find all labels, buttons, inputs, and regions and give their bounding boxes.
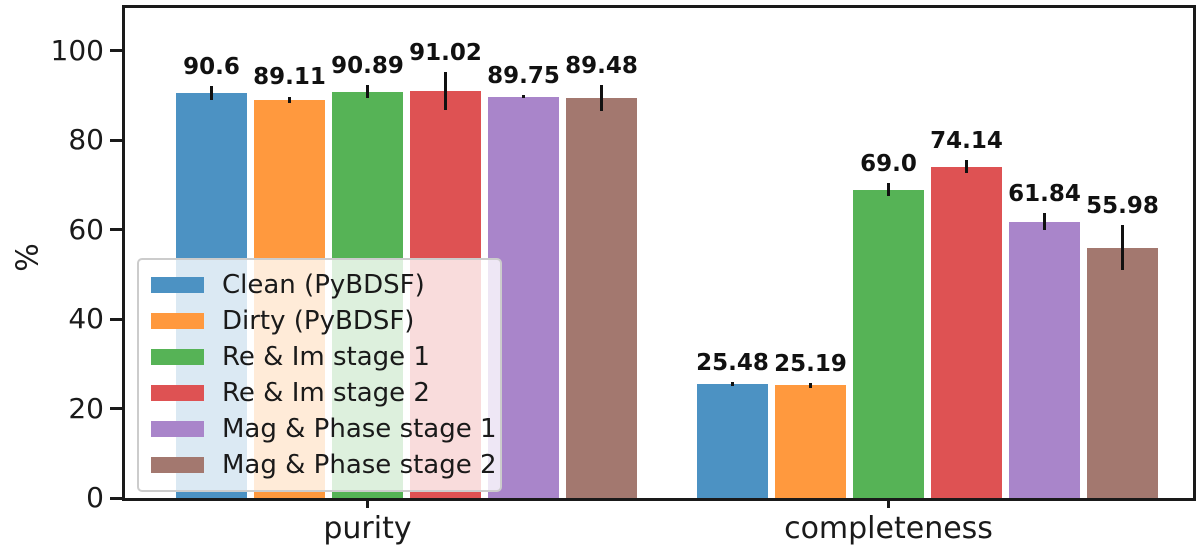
legend-swatch bbox=[151, 349, 204, 365]
legend-swatch bbox=[151, 277, 204, 293]
y-tick-label: 80 bbox=[68, 123, 104, 157]
error-bar bbox=[288, 96, 291, 103]
bar-completeness-1 bbox=[697, 384, 768, 498]
legend-item: Mag & Phase stage 2 bbox=[151, 447, 500, 483]
error-bar bbox=[965, 159, 968, 174]
legend: Clean (PyBDSF) Dirty (PyBDSF) Re & Im stag… bbox=[137, 258, 502, 492]
error-bar bbox=[600, 85, 603, 111]
y-tick bbox=[110, 317, 122, 321]
y-tick bbox=[110, 228, 122, 232]
legend-item: Re & Im stage 1 bbox=[151, 339, 500, 375]
y-tick-label: 20 bbox=[68, 391, 104, 425]
bar-value-label: 90.6 bbox=[183, 54, 240, 81]
legend-label: Re & Im stage 1 bbox=[222, 342, 430, 372]
y-tick bbox=[110, 496, 122, 500]
legend-label: Dirty (PyBDSF) bbox=[222, 306, 415, 336]
error-bar bbox=[1121, 225, 1124, 271]
bar-value-label: 91.02 bbox=[409, 40, 482, 67]
bar-value-label: 61.84 bbox=[1008, 181, 1081, 208]
bar-value-label: 89.75 bbox=[487, 63, 560, 90]
x-tick-label-completeness: completeness bbox=[784, 511, 993, 546]
bar-value-label: 25.19 bbox=[774, 351, 847, 378]
legend-swatch bbox=[151, 313, 204, 329]
legend-label: Mag & Phase stage 2 bbox=[222, 450, 497, 480]
legend-swatch bbox=[151, 457, 204, 473]
y-tick bbox=[110, 407, 122, 411]
error-bar bbox=[522, 95, 525, 99]
bar-completeness-6 bbox=[1087, 247, 1158, 498]
bar-value-label: 74.14 bbox=[930, 127, 1003, 154]
legend-swatch bbox=[151, 385, 204, 401]
bar-completeness-4 bbox=[931, 166, 1002, 498]
bar-value-label: 55.98 bbox=[1086, 193, 1159, 220]
plot-area: 90.6 89.11 90.89 91.02 89.75 89.48 25.48 25.19 6… bbox=[122, 5, 1196, 501]
bar-completeness-2 bbox=[775, 385, 846, 498]
error-bar bbox=[887, 182, 890, 197]
legend-item: Clean (PyBDSF) bbox=[151, 267, 500, 303]
error-bar bbox=[366, 85, 369, 98]
error-bar bbox=[1043, 213, 1046, 230]
legend-item: Mag & Phase stage 1 bbox=[151, 411, 500, 447]
bar-value-label: 25.48 bbox=[696, 349, 769, 376]
bar-completeness-5 bbox=[1009, 221, 1080, 498]
x-tick-label-purity: purity bbox=[323, 511, 412, 546]
bar-completeness-3 bbox=[853, 189, 924, 498]
bar-value-label: 90.89 bbox=[331, 53, 404, 80]
y-tick-label: 100 bbox=[50, 33, 104, 67]
x-tick bbox=[366, 498, 369, 508]
bar-value-label: 89.48 bbox=[565, 53, 638, 79]
y-tick-label: 40 bbox=[68, 302, 104, 336]
x-tick bbox=[887, 498, 890, 508]
y-tick bbox=[110, 49, 122, 53]
legend-item: Re & Im stage 2 bbox=[151, 375, 500, 411]
legend-label: Re & Im stage 2 bbox=[222, 378, 430, 408]
error-bar bbox=[210, 86, 213, 100]
legend-item: Dirty (PyBDSF) bbox=[151, 303, 500, 339]
y-tick-label: 60 bbox=[68, 212, 104, 246]
y-tick bbox=[110, 138, 122, 142]
bar-purity-6 bbox=[566, 97, 637, 498]
error-bar bbox=[731, 381, 734, 387]
y-tick-label: 0 bbox=[86, 481, 104, 514]
bar-value-label: 89.11 bbox=[253, 64, 326, 91]
bar-value-label: 69.0 bbox=[860, 150, 917, 177]
error-bar bbox=[809, 383, 812, 388]
error-bar bbox=[444, 72, 447, 110]
legend-label: Mag & Phase stage 1 bbox=[222, 414, 497, 444]
legend-swatch bbox=[151, 421, 204, 437]
legend-label: Clean (PyBDSF) bbox=[222, 270, 425, 300]
